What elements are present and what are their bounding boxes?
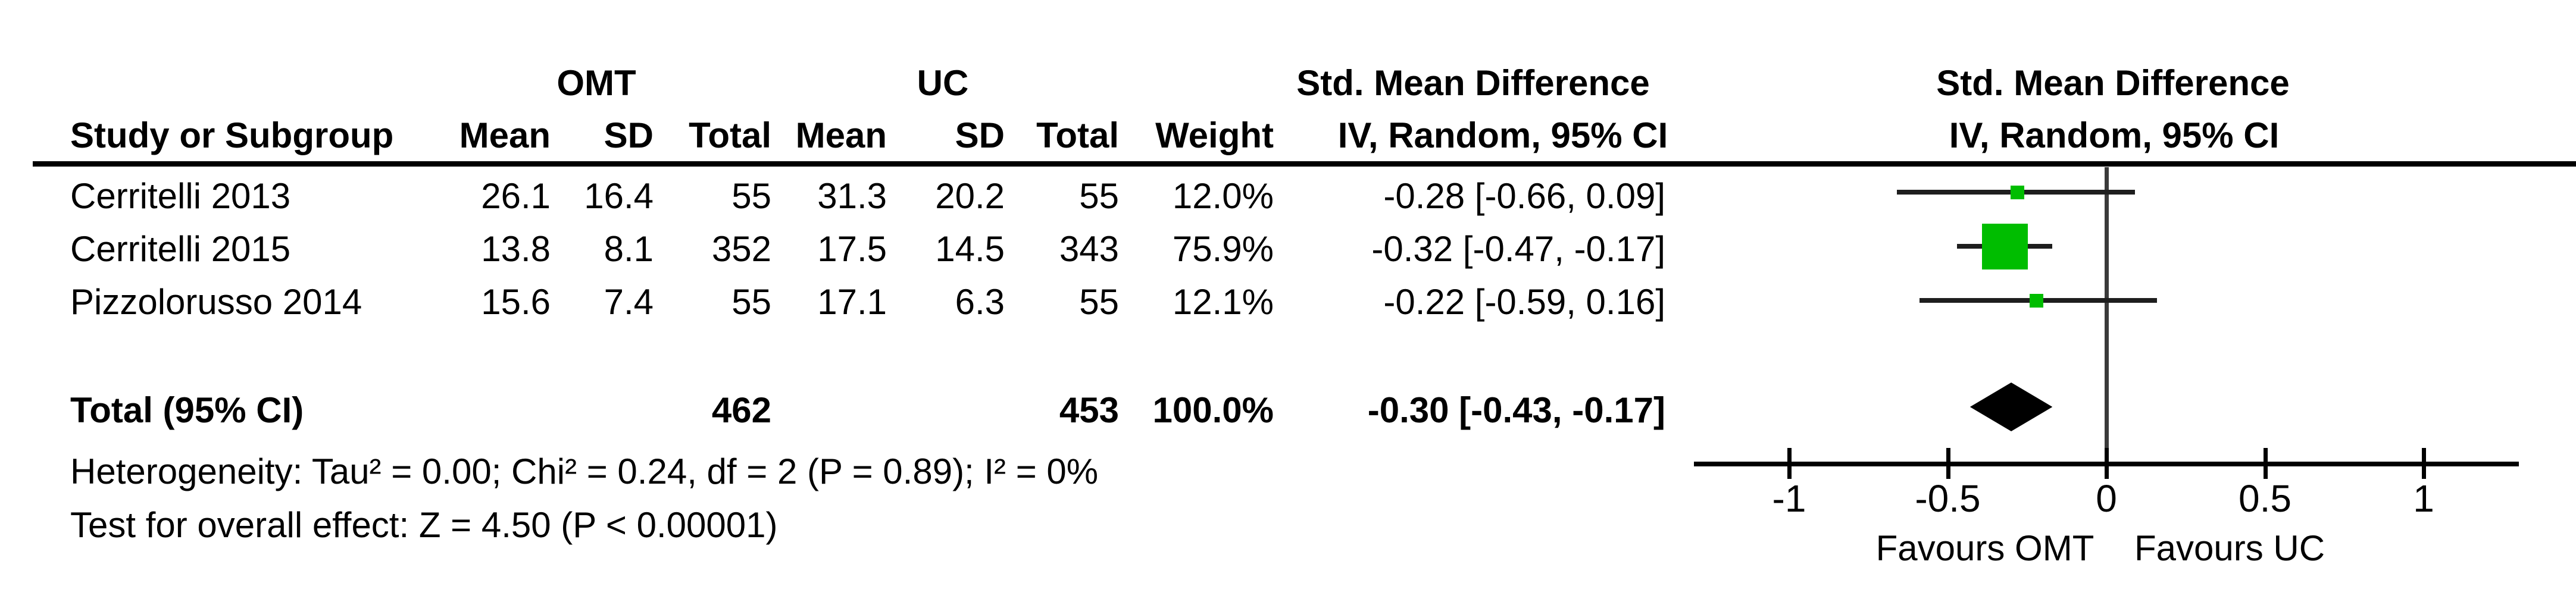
axis-tick: [2105, 448, 2109, 479]
weight-value: 75.9%: [1172, 229, 1274, 269]
weight-value: 12.1%: [1172, 282, 1274, 322]
col-header-uc-total: Total: [1036, 115, 1119, 155]
total-label: Total (95% CI): [70, 390, 304, 430]
omt-grand-total: 462: [711, 390, 771, 430]
effect-square: [1981, 223, 2028, 269]
col-header-weight: Weight: [1155, 115, 1274, 155]
uc-total: 55: [1079, 282, 1119, 322]
uc-total: 55: [1079, 176, 1119, 216]
axis-tick: [2422, 448, 2426, 479]
uc-grand-total: 453: [1059, 390, 1119, 430]
header-group-omt: OMT: [557, 63, 636, 103]
axis-tick-label: 0: [2096, 477, 2117, 520]
omt-total: 55: [731, 176, 771, 216]
ci-text: -0.22 [-0.59, 0.16]: [1383, 282, 1665, 322]
favours-left-label: Favours OMT: [1875, 528, 2094, 568]
favours-right-label: Favours UC: [2134, 528, 2325, 568]
uc-total: 343: [1059, 229, 1119, 269]
omt-sd: 8.1: [604, 229, 654, 269]
study-name: Cerritelli 2015: [70, 229, 291, 269]
uc-sd: 20.2: [935, 176, 1005, 216]
header-row: Study or Subgroup Mean SD Total Mean SD …: [0, 117, 2576, 155]
col-header-omt-total: Total: [689, 115, 771, 155]
axis-tick-label: 1: [2413, 477, 2434, 520]
effect-square: [2030, 293, 2044, 308]
uc-mean: 31.3: [817, 176, 887, 216]
total-row: Total (95% CI) 462 453 100.0% -0.30 [-0.…: [0, 391, 2576, 430]
ci-text: -0.28 [-0.66, 0.09]: [1383, 176, 1665, 216]
col-header-uc-sd: SD: [955, 115, 1005, 155]
omt-mean: 13.8: [481, 229, 551, 269]
omt-sd: 16.4: [584, 176, 654, 216]
col-header-study: Study or Subgroup: [70, 115, 394, 155]
zero-effect-line: [2105, 167, 2109, 479]
omt-mean: 15.6: [481, 282, 551, 322]
header-smd-table: Std. Mean Difference: [1296, 63, 1650, 103]
heterogeneity-note: Heterogeneity: Tau² = 0.00; Chi² = 0.24,…: [70, 452, 1099, 491]
col-header-ci-plot: IV, Random, 95% CI: [1949, 115, 2280, 155]
col-header-ci-table: IV, Random, 95% CI: [1337, 115, 1668, 155]
header-smd-plot: Std. Mean Difference: [1936, 63, 2290, 103]
table-row: Cerritelli 2015 13.8 8.1 352 17.5 14.5 3…: [0, 230, 2576, 268]
uc-sd: 6.3: [955, 282, 1005, 322]
omt-total: 55: [731, 282, 771, 322]
col-header-uc-mean: Mean: [795, 115, 887, 155]
effect-square: [2011, 185, 2025, 199]
col-header-omt-sd: SD: [604, 115, 654, 155]
omt-sd: 7.4: [604, 282, 654, 322]
uc-mean: 17.1: [817, 282, 887, 322]
total-ci-text: -0.30 [-0.43, -0.17]: [1367, 390, 1665, 430]
axis-tick-label: -1: [1772, 477, 1806, 520]
axis-tick-label: 0.5: [2239, 477, 2291, 520]
ci-text: -0.32 [-0.47, -0.17]: [1371, 229, 1665, 269]
study-name: Pizzolorusso 2014: [70, 282, 362, 322]
axis-tick-label: -0.5: [1915, 477, 1981, 520]
study-name: Cerritelli 2013: [70, 176, 291, 216]
uc-sd: 14.5: [935, 229, 1005, 269]
table-row: Cerritelli 2013 26.1 16.4 55 31.3 20.2 5…: [0, 177, 2576, 215]
table-row: Pizzolorusso 2014 15.6 7.4 55 17.1 6.3 5…: [0, 283, 2576, 321]
axis-tick: [1787, 448, 1792, 479]
omt-mean: 26.1: [481, 176, 551, 216]
axis-tick: [1946, 448, 1950, 479]
col-header-omt-mean: Mean: [459, 115, 551, 155]
overall-effect-note: Test for overall effect: Z = 4.50 (P < 0…: [70, 505, 778, 545]
omt-total: 352: [711, 229, 771, 269]
header-divider-line: [33, 161, 2576, 167]
axis-tick: [2263, 448, 2268, 479]
header-group-uc: UC: [917, 63, 969, 103]
total-weight: 100.0%: [1152, 390, 1274, 430]
uc-mean: 17.5: [817, 229, 887, 269]
weight-value: 12.0%: [1172, 176, 1274, 216]
